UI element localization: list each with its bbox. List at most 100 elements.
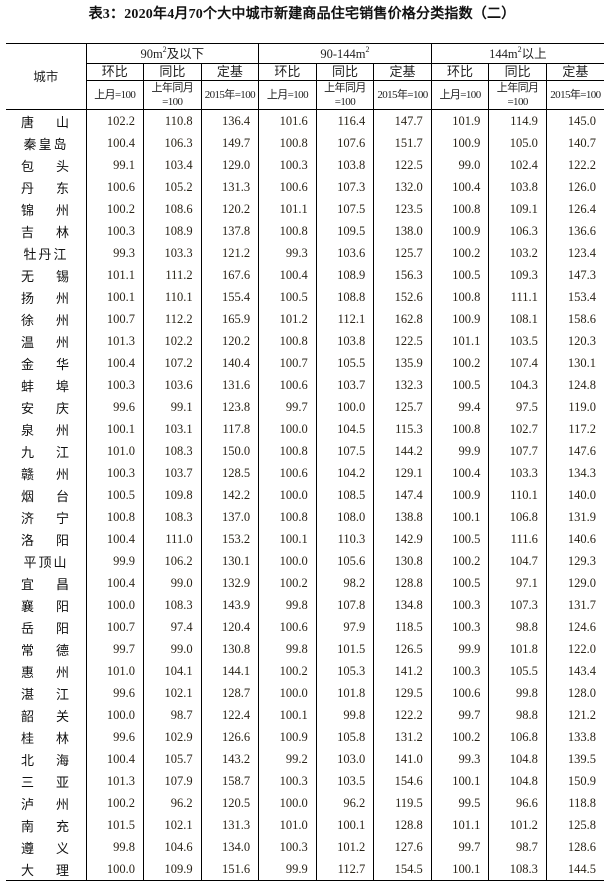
value-cell: 117.2 xyxy=(545,418,604,440)
base-header: 2015年=100 xyxy=(373,80,432,110)
value-cell: 139.5 xyxy=(545,748,604,770)
city-name: 赣州 xyxy=(21,467,69,483)
value-cell: 108.3 xyxy=(143,440,202,462)
value-cell: 100.1 xyxy=(258,704,317,726)
value-cell: 106.8 xyxy=(488,726,547,748)
value-cell: 99.3 xyxy=(85,242,144,264)
city-cell: 常德 xyxy=(6,638,86,660)
value-cell: 103.2 xyxy=(488,242,547,264)
value-cell: 101.2 xyxy=(258,308,317,330)
value-cell: 129.0 xyxy=(545,572,604,594)
city-cell: 桂林 xyxy=(6,726,86,748)
value-cell: 104.3 xyxy=(488,374,547,396)
group-sup: 2 xyxy=(517,44,522,54)
sub-header: 环比 xyxy=(85,63,144,81)
value-cell: 153.4 xyxy=(545,286,604,308)
value-cell: 99.9 xyxy=(430,440,489,462)
value-cell: 147.4 xyxy=(373,484,432,506)
value-cell: 100.5 xyxy=(430,374,489,396)
value-cell: 110.8 xyxy=(143,109,202,132)
value-cell: 134.0 xyxy=(200,836,259,858)
value-cell: 143.2 xyxy=(200,748,259,770)
value-cell: 101.3 xyxy=(85,770,144,792)
value-cell: 100.5 xyxy=(85,484,144,506)
value-cell: 111.6 xyxy=(488,528,547,550)
city-cell: 大理 xyxy=(6,858,86,881)
city-cell: 泉州 xyxy=(6,418,86,440)
value-cell: 103.8 xyxy=(315,154,374,176)
value-cell: 129.3 xyxy=(545,550,604,572)
value-cell: 99.6 xyxy=(85,682,144,704)
base-header: 上年同月=100 xyxy=(488,80,547,110)
value-cell: 100.6 xyxy=(85,176,144,198)
group-sup: 2 xyxy=(365,44,370,54)
city-name: 丹东 xyxy=(21,181,69,197)
value-cell: 105.2 xyxy=(143,176,202,198)
value-cell: 101.3 xyxy=(85,330,144,352)
value-cell: 122.0 xyxy=(545,638,604,660)
value-cell: 126.6 xyxy=(200,726,259,748)
value-cell: 131.9 xyxy=(545,506,604,528)
city-name: 平顶山 xyxy=(23,555,69,571)
value-cell: 128.6 xyxy=(545,836,604,858)
table-row: 包头 99.1 103.4 129.0 100.3 103.8 122.5 99.0 102.4… xyxy=(6,154,604,176)
value-cell: 147.6 xyxy=(545,440,604,462)
value-cell: 107.2 xyxy=(143,352,202,374)
city-cell: 赣州 xyxy=(6,462,86,484)
value-cell: 98.7 xyxy=(143,704,202,726)
base-header: 上月=100 xyxy=(258,80,317,110)
value-cell: 99.7 xyxy=(430,836,489,858)
city-name: 济宁 xyxy=(21,511,69,527)
value-cell: 102.7 xyxy=(488,418,547,440)
value-cell: 131.6 xyxy=(200,374,259,396)
value-cell: 100.5 xyxy=(258,286,317,308)
value-cell: 99.9 xyxy=(85,550,144,572)
value-cell: 130.8 xyxy=(200,638,259,660)
value-cell: 104.8 xyxy=(488,770,547,792)
value-cell: 99.7 xyxy=(85,638,144,660)
table-row: 济宁 100.8 108.3 137.0 100.8 108.0 138.8 100.1 106… xyxy=(6,506,604,528)
value-cell: 154.6 xyxy=(373,770,432,792)
value-cell: 141.0 xyxy=(373,748,432,770)
value-cell: 132.9 xyxy=(200,572,259,594)
value-cell: 102.2 xyxy=(85,109,144,132)
group-label: 144m xyxy=(489,46,518,61)
table-row: 平顶山 99.9 106.2 130.1 100.0 105.6 130.8 100.2 104… xyxy=(6,550,604,572)
value-cell: 107.5 xyxy=(315,440,374,462)
value-cell: 105.8 xyxy=(315,726,374,748)
value-cell: 100.2 xyxy=(430,726,489,748)
table-row: 泉州 100.1 103.1 117.8 100.0 104.5 115.3 100.8 102… xyxy=(6,418,604,440)
value-cell: 128.8 xyxy=(373,814,432,836)
value-cell: 122.5 xyxy=(373,330,432,352)
value-cell: 101.1 xyxy=(258,198,317,220)
value-cell: 101.2 xyxy=(488,814,547,836)
value-cell: 103.5 xyxy=(488,330,547,352)
value-cell: 129.1 xyxy=(373,462,432,484)
city-cell: 烟台 xyxy=(6,484,86,506)
value-cell: 99.9 xyxy=(258,858,317,881)
value-cell: 100.4 xyxy=(258,264,317,286)
value-cell: 129.0 xyxy=(200,154,259,176)
value-cell: 153.2 xyxy=(200,528,259,550)
value-cell: 100.6 xyxy=(258,616,317,638)
value-cell: 99.1 xyxy=(85,154,144,176)
value-cell: 100.9 xyxy=(430,220,489,242)
value-cell: 100.4 xyxy=(430,462,489,484)
table-row: 丹东 100.6 105.2 131.3 100.6 107.3 132.0 100.4 103… xyxy=(6,176,604,198)
value-cell: 107.4 xyxy=(488,352,547,374)
city-cell: 秦皇岛 xyxy=(6,132,86,154)
city-name: 烟台 xyxy=(21,489,69,505)
city-name: 遵义 xyxy=(21,841,69,857)
value-cell: 109.9 xyxy=(143,858,202,881)
value-cell: 100.1 xyxy=(430,506,489,528)
value-cell: 100.1 xyxy=(85,286,144,308)
value-cell: 99.0 xyxy=(143,572,202,594)
value-cell: 119.0 xyxy=(545,396,604,418)
value-cell: 101.0 xyxy=(85,440,144,462)
value-cell: 107.8 xyxy=(315,594,374,616)
value-cell: 100.3 xyxy=(258,154,317,176)
value-cell: 101.8 xyxy=(315,682,374,704)
group-label: 90-144m xyxy=(320,46,366,61)
group-header-medium: 90-144m2 xyxy=(258,43,432,64)
value-cell: 134.8 xyxy=(373,594,432,616)
